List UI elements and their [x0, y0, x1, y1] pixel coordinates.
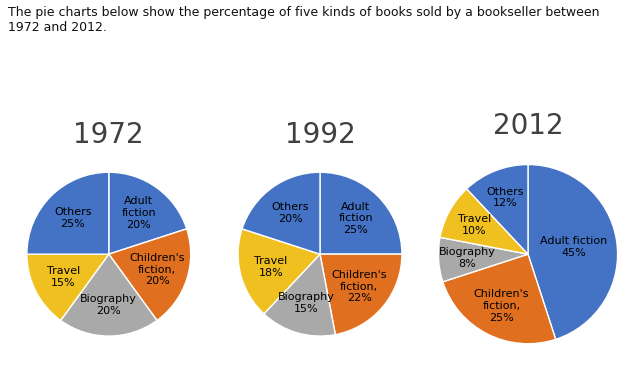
Text: Children's
fiction,
25%: Children's fiction, 25% [474, 289, 529, 323]
Wedge shape [528, 165, 618, 339]
Text: Biography
20%: Biography 20% [81, 294, 137, 316]
Text: Children's
fiction,
22%: Children's fiction, 22% [332, 270, 387, 303]
Wedge shape [443, 254, 556, 344]
Text: Others
20%: Others 20% [271, 202, 309, 224]
Wedge shape [61, 254, 157, 336]
Text: Travel
15%: Travel 15% [47, 266, 80, 288]
Text: Travel
10%: Travel 10% [458, 214, 492, 236]
Wedge shape [438, 237, 528, 282]
Wedge shape [27, 172, 109, 254]
Wedge shape [109, 172, 187, 254]
Text: Adult
fiction
20%: Adult fiction 20% [122, 196, 156, 230]
Wedge shape [264, 254, 335, 336]
Wedge shape [440, 189, 528, 254]
Text: The pie charts below show the percentage of five kinds of books sold by a bookse: The pie charts below show the percentage… [8, 6, 599, 34]
Text: Children's
fiction,
20%: Children's fiction, 20% [129, 253, 185, 287]
Text: Others
12%: Others 12% [487, 187, 524, 208]
Text: Biography
15%: Biography 15% [277, 292, 334, 314]
Wedge shape [238, 229, 320, 314]
Wedge shape [242, 172, 320, 254]
Text: Others
25%: Others 25% [54, 208, 92, 229]
Title: 1972: 1972 [74, 122, 144, 149]
Text: Adult fiction
45%: Adult fiction 45% [540, 236, 607, 258]
Title: 1992: 1992 [285, 122, 355, 149]
Text: Adult
fiction
25%: Adult fiction 25% [339, 202, 373, 235]
Wedge shape [320, 172, 402, 254]
Wedge shape [27, 254, 109, 321]
Title: 2012: 2012 [493, 112, 563, 140]
Wedge shape [109, 229, 191, 321]
Text: Biography
8%: Biography 8% [439, 247, 495, 269]
Wedge shape [320, 254, 402, 335]
Wedge shape [467, 165, 528, 254]
Text: Travel
18%: Travel 18% [254, 256, 287, 278]
